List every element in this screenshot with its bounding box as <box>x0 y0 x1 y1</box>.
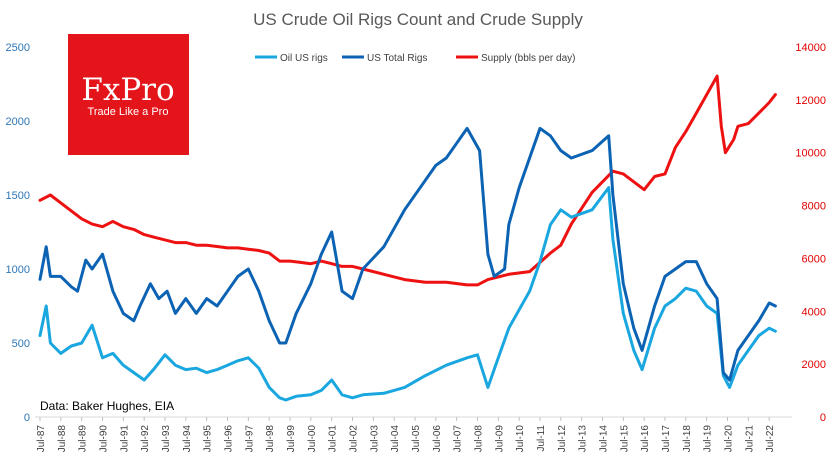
x-tick-label: Jul-16 <box>640 425 651 453</box>
right-tick-label: 0 <box>820 412 826 424</box>
x-tick-label: Jul-06 <box>432 425 443 453</box>
x-tick-label: Jul-20 <box>724 425 735 453</box>
x-axis: Jul-87 Jul-88 Jul-89 Jul-90 Jul-91 Jul-92 Jul-… <box>36 417 776 452</box>
x-tick-label: Jul-17 <box>661 425 672 453</box>
x-tick-label: Jul-02 <box>349 425 360 453</box>
x-tick-label: Jul-13 <box>578 425 589 453</box>
right-tick-label: 8000 <box>802 201 826 213</box>
right-axis: 0 2000 4000 6000 8000 10000 12000 14000 <box>795 42 826 424</box>
x-tick-label: Jul-95 <box>203 425 214 453</box>
right-tick-label: 2000 <box>802 359 826 371</box>
x-tick-label: Jul-97 <box>244 425 255 453</box>
x-tick-label: Jul-01 <box>328 425 339 453</box>
svg-text:FxPro: FxPro <box>81 72 174 108</box>
series-line-2 <box>38 74 777 287</box>
fxpro-logo: FxPro Trade Like a Pro <box>68 34 189 155</box>
x-tick-label: Jul-94 <box>182 425 193 453</box>
x-tick-label: Jul-98 <box>265 425 276 453</box>
series-layer <box>38 74 777 402</box>
x-tick-label: Jul-96 <box>224 425 235 453</box>
x-tick-label: Jul-99 <box>286 425 297 453</box>
series-line-0 <box>38 186 777 402</box>
x-tick-label: Jul-14 <box>599 425 610 453</box>
x-tick-label: Jul-04 <box>390 425 401 453</box>
left-tick-label: 1000 <box>6 264 30 276</box>
source-note: Data: Baker Hughes, EIA <box>40 399 174 413</box>
x-tick-label: Jul-12 <box>557 425 568 453</box>
x-tick-label: Jul-11 <box>536 425 547 452</box>
legend-label-0: Oil US rigs <box>280 53 328 64</box>
right-tick-label: 4000 <box>802 306 826 318</box>
x-tick-label: Jul-18 <box>682 425 693 453</box>
x-tick-label: Jul-89 <box>78 425 89 453</box>
left-tick-label: 500 <box>12 338 30 350</box>
left-tick-label: 1500 <box>6 190 30 202</box>
right-tick-label: 6000 <box>802 253 826 265</box>
x-tick-label: Jul-09 <box>494 425 505 453</box>
left-tick-label: 0 <box>24 412 30 424</box>
x-tick-label: Jul-08 <box>474 425 485 453</box>
x-tick-label: Jul-03 <box>369 425 380 453</box>
chart-title: US Crude Oil Rigs Count and Crude Supply <box>253 10 583 29</box>
x-tick-label: Jul-90 <box>99 425 110 453</box>
left-axis: 0 500 1000 1500 2000 2500 <box>6 42 30 424</box>
x-tick-label: Jul-92 <box>140 425 151 453</box>
right-tick-label: 10000 <box>795 148 826 160</box>
legend: Oil US rigs US Total Rigs Supply (bbls per… <box>255 53 576 64</box>
legend-label-2: Supply (bbls per day) <box>481 53 576 64</box>
x-tick-label: Jul-05 <box>411 425 422 453</box>
x-tick-label: Jul-15 <box>619 425 630 453</box>
x-tick-label: Jul-21 <box>744 425 755 453</box>
x-tick-label: Jul-19 <box>703 425 714 453</box>
x-tick-label: Jul-22 <box>765 425 776 453</box>
right-tick-label: 12000 <box>795 95 826 107</box>
x-tick-label: Jul-93 <box>161 425 172 453</box>
left-tick-label: 2000 <box>6 116 30 128</box>
x-tick-label: Jul-00 <box>307 425 318 453</box>
left-tick-label: 2500 <box>6 42 30 54</box>
legend-label-1: US Total Rigs <box>367 53 427 64</box>
x-tick-label: Jul-07 <box>453 425 464 453</box>
right-tick-label: 14000 <box>795 42 826 54</box>
svg-text:Trade Like a Pro: Trade Like a Pro <box>88 106 169 118</box>
x-tick-label: Jul-91 <box>119 425 130 453</box>
x-tick-label: Jul-10 <box>515 425 526 453</box>
x-tick-label: Jul-87 <box>36 425 47 453</box>
series-line-1 <box>38 126 777 382</box>
x-tick-label: Jul-88 <box>57 425 68 453</box>
